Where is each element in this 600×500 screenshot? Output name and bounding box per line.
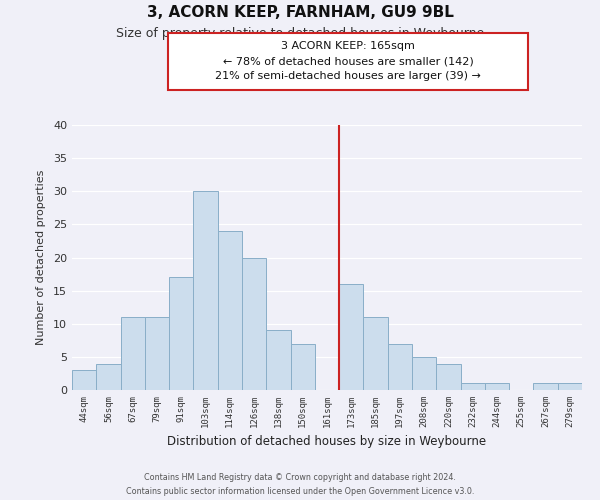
- Bar: [388, 344, 412, 390]
- Bar: [339, 284, 364, 390]
- Bar: [218, 231, 242, 390]
- Bar: [266, 330, 290, 390]
- Bar: [242, 258, 266, 390]
- Bar: [72, 370, 96, 390]
- Bar: [121, 317, 145, 390]
- Bar: [412, 357, 436, 390]
- Bar: [290, 344, 315, 390]
- Bar: [145, 317, 169, 390]
- Text: Distribution of detached houses by size in Weybourne: Distribution of detached houses by size …: [167, 435, 487, 448]
- Text: 3, ACORN KEEP, FARNHAM, GU9 9BL: 3, ACORN KEEP, FARNHAM, GU9 9BL: [146, 5, 454, 20]
- Bar: [461, 384, 485, 390]
- Bar: [533, 384, 558, 390]
- Y-axis label: Number of detached properties: Number of detached properties: [36, 170, 46, 345]
- Text: Contains public sector information licensed under the Open Government Licence v3: Contains public sector information licen…: [126, 488, 474, 496]
- Bar: [558, 384, 582, 390]
- Bar: [96, 364, 121, 390]
- Bar: [364, 317, 388, 390]
- Bar: [169, 278, 193, 390]
- Text: 3 ACORN KEEP: 165sqm
← 78% of detached houses are smaller (142)
21% of semi-deta: 3 ACORN KEEP: 165sqm ← 78% of detached h…: [215, 42, 481, 81]
- Text: Contains HM Land Registry data © Crown copyright and database right 2024.: Contains HM Land Registry data © Crown c…: [144, 472, 456, 482]
- Text: Size of property relative to detached houses in Weybourne: Size of property relative to detached ho…: [116, 28, 484, 40]
- Bar: [436, 364, 461, 390]
- Bar: [193, 191, 218, 390]
- Bar: [485, 384, 509, 390]
